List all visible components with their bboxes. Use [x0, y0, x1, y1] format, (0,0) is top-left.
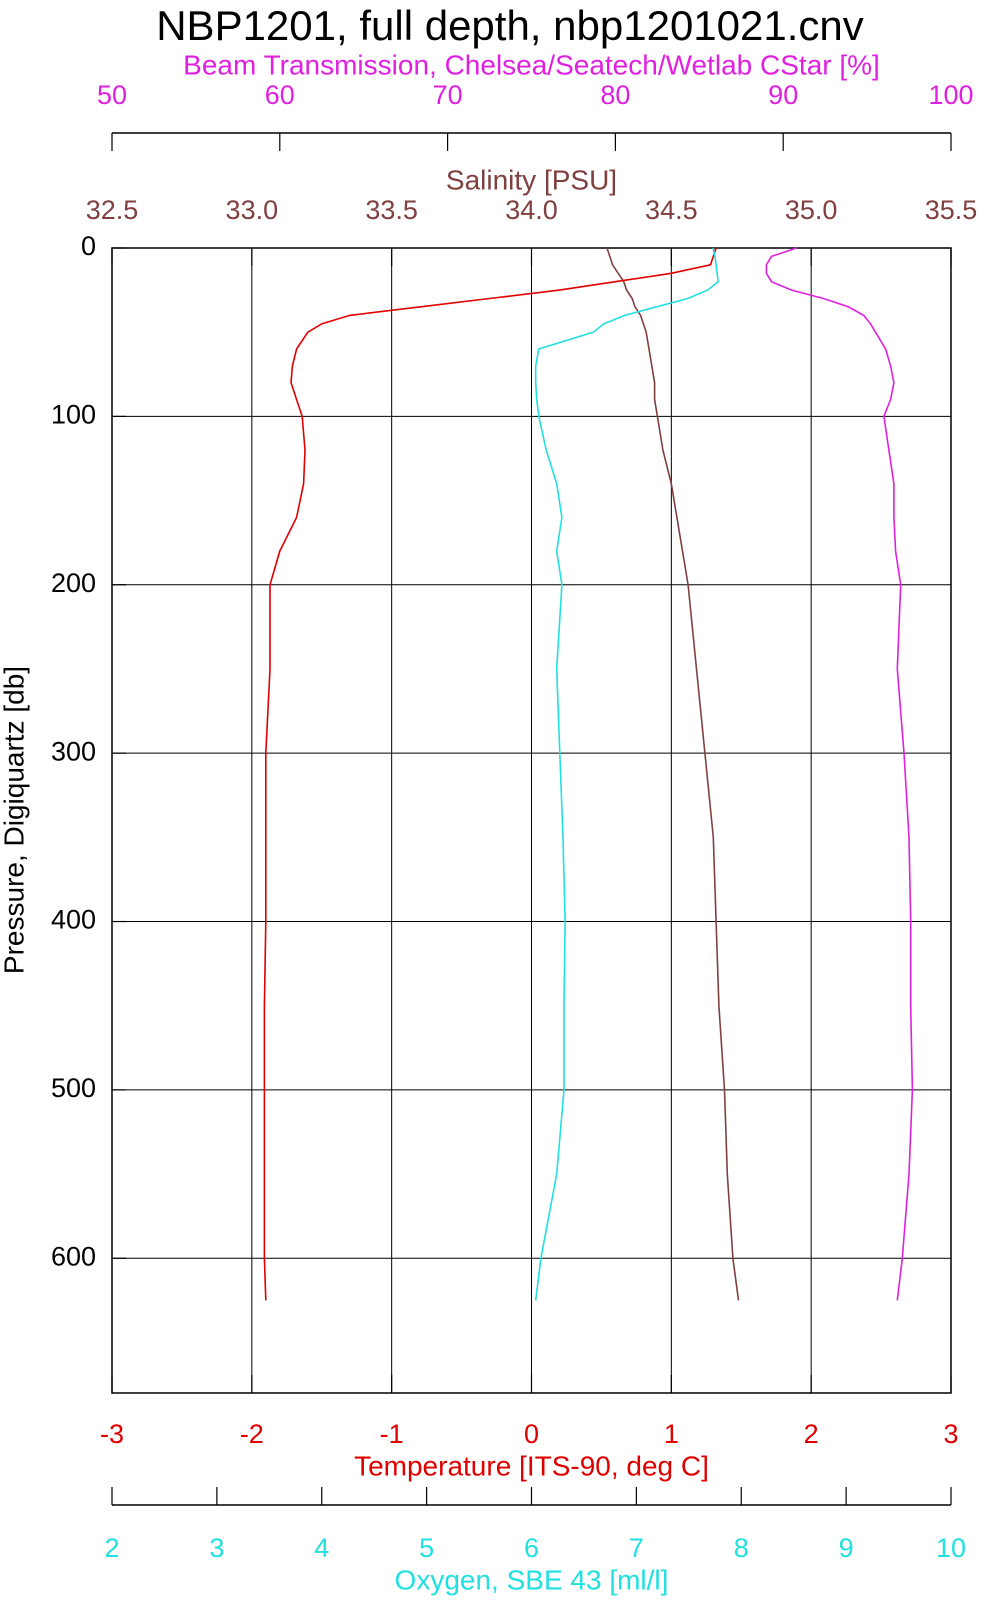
- x-tick-label: 0: [524, 1419, 539, 1449]
- x-axis-label: Oxygen, SBE 43 [ml/l]: [395, 1564, 669, 1595]
- x-tick-label: 8: [734, 1533, 749, 1563]
- x-tick-label: 2: [804, 1419, 819, 1449]
- x-tick-label: -2: [240, 1419, 264, 1449]
- x-tick-label: 32.5: [86, 195, 139, 225]
- x-tick-label: 80: [600, 80, 630, 110]
- x-tick-label: 100: [928, 80, 973, 110]
- profile-line: [606, 247, 740, 1301]
- y-tick-label: 500: [51, 1073, 96, 1103]
- x-tick-label: 34.5: [645, 195, 698, 225]
- x-tick-label: 5: [419, 1533, 434, 1563]
- x-tick-label: 3: [209, 1533, 224, 1563]
- x-tick-label: 6: [524, 1533, 539, 1563]
- profile-line: [765, 247, 914, 1301]
- x-axis-label: Beam Transmission, Chelsea/Seatech/Wetla…: [183, 49, 880, 80]
- profile-line: [534, 247, 720, 1301]
- profile-line: [263, 247, 717, 1301]
- x-axis-label: Temperature [ITS-90, deg C]: [354, 1450, 709, 1481]
- x-tick-label: 90: [768, 80, 798, 110]
- x-tick-label: -1: [380, 1419, 404, 1449]
- x-tick-label: 4: [314, 1533, 329, 1563]
- x-tick-label: 50: [97, 80, 127, 110]
- x-tick-label: 60: [265, 80, 295, 110]
- y-tick-label: 400: [51, 905, 96, 935]
- x-tick-label: 7: [629, 1533, 644, 1563]
- x-tick-label: 3: [943, 1419, 958, 1449]
- y-tick-label: 600: [51, 1241, 96, 1271]
- x-tick-label: 33.0: [226, 195, 279, 225]
- y-tick-label: 0: [81, 231, 96, 261]
- x-tick-label: -3: [100, 1419, 124, 1449]
- x-tick-label: 10: [936, 1533, 966, 1563]
- x-tick-label: 1: [664, 1419, 679, 1449]
- x-tick-label: 70: [433, 80, 463, 110]
- x-tick-label: 9: [839, 1533, 854, 1563]
- y-tick-label: 200: [51, 568, 96, 598]
- chart-title: NBP1201, full depth, nbp1201021.cnv: [156, 2, 864, 49]
- x-tick-label: 33.5: [365, 195, 418, 225]
- x-axis-label: Salinity [PSU]: [446, 164, 617, 195]
- y-tick-label: 100: [51, 400, 96, 430]
- x-tick-label: 35.5: [925, 195, 978, 225]
- x-tick-label: 34.0: [505, 195, 558, 225]
- x-tick-label: 35.0: [785, 195, 838, 225]
- y-axis-label: Pressure, Digiquartz [db]: [0, 666, 29, 974]
- y-tick-label: 300: [51, 736, 96, 766]
- x-tick-label: 2: [104, 1533, 119, 1563]
